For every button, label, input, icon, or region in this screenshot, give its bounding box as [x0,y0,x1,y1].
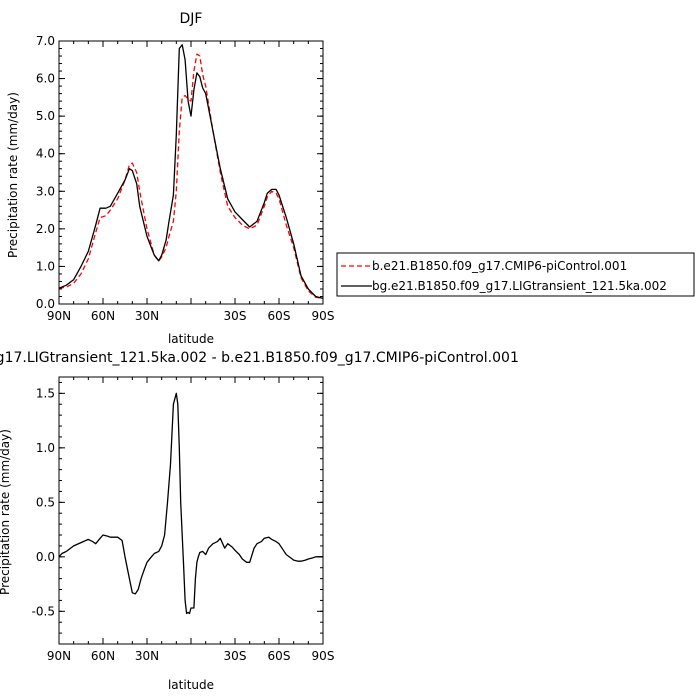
bottom-panel-x-tick-label: 60N [91,649,115,663]
bottom-panel-x-tick-label: 30S [224,649,247,663]
bottom-panel-y-tick-label: 1.0 [36,441,55,455]
top-panel-series-line-1 [58,44,324,300]
legend-label-ligtransient: bg.e21.B1850.f09_g17.LIGtransient_121.5k… [372,279,667,293]
top-panel-xlabel: latitude [168,332,214,346]
top-panel-frame [58,40,324,305]
top-panel-y-tick-label: 5.0 [36,109,55,123]
bottom-panel-y-tick-label: 1.5 [36,386,55,400]
top-panel-x-tick-label: 30S [224,309,247,323]
top-panel-y-tick-label: 2.0 [36,222,55,236]
top-panel-y-tick-label: 6.0 [36,72,55,86]
legend-box [336,252,695,297]
top-panel-series-line-0 [58,53,324,300]
bottom-panel-x-tick-label: 90S [312,649,335,663]
top-panel: DJF Precipitation rate (mm/day) latitude… [6,11,334,346]
bottom-panel: bg.e21.B1850.f09_g17.LIGtransient_121.5k… [0,350,519,692]
top-panel-x-tick-label: 60N [91,309,115,323]
top-panel-x-tick-label: 90S [312,309,335,323]
top-panel-y-tick-label: 4.0 [36,147,55,161]
bottom-panel-title: bg.e21.B1850.f09_g17.LIGtransient_121.5k… [0,350,519,366]
bottom-panel-series-line-0 [58,392,323,615]
bottom-panel-x-tick-label: 90N [47,649,71,663]
bottom-panel-xlabel: latitude [168,678,214,692]
top-panel-y-tick-label: 3.0 [36,184,55,198]
legend-label-picontrol: b.e21.B1850.f09_g17.CMIP6-piControl.001 [372,259,627,273]
top-panel-title: DJF [180,11,203,27]
top-panel-y-tick-label: 7.0 [36,34,55,48]
top-panel-x-tick-label: 60S [268,309,291,323]
bottom-panel-y-tick-label: -0.5 [32,604,55,618]
top-panel-y-tick-label: 1.0 [36,259,55,273]
bottom-panel-y-tick-label: 0.5 [36,495,55,509]
top-panel-x-tick-label: 30N [135,309,159,323]
bottom-panel-frame [58,376,324,645]
bottom-panel-ylabel: Precipitation rate (mm/day) [0,429,12,595]
legend: b.e21.B1850.f09_g17.CMIP6-piControl.001 … [336,252,695,297]
bottom-panel-y-tick-label: 0.0 [36,550,55,564]
bottom-panel-x-tick-label: 60S [268,649,291,663]
top-panel-x-tick-label: 90N [47,309,71,323]
bottom-panel-x-tick-label: 30N [135,649,159,663]
top-panel-y-tick-label: 0.0 [36,297,55,311]
top-panel-ylabel: Precipitation rate (mm/day) [6,92,20,258]
